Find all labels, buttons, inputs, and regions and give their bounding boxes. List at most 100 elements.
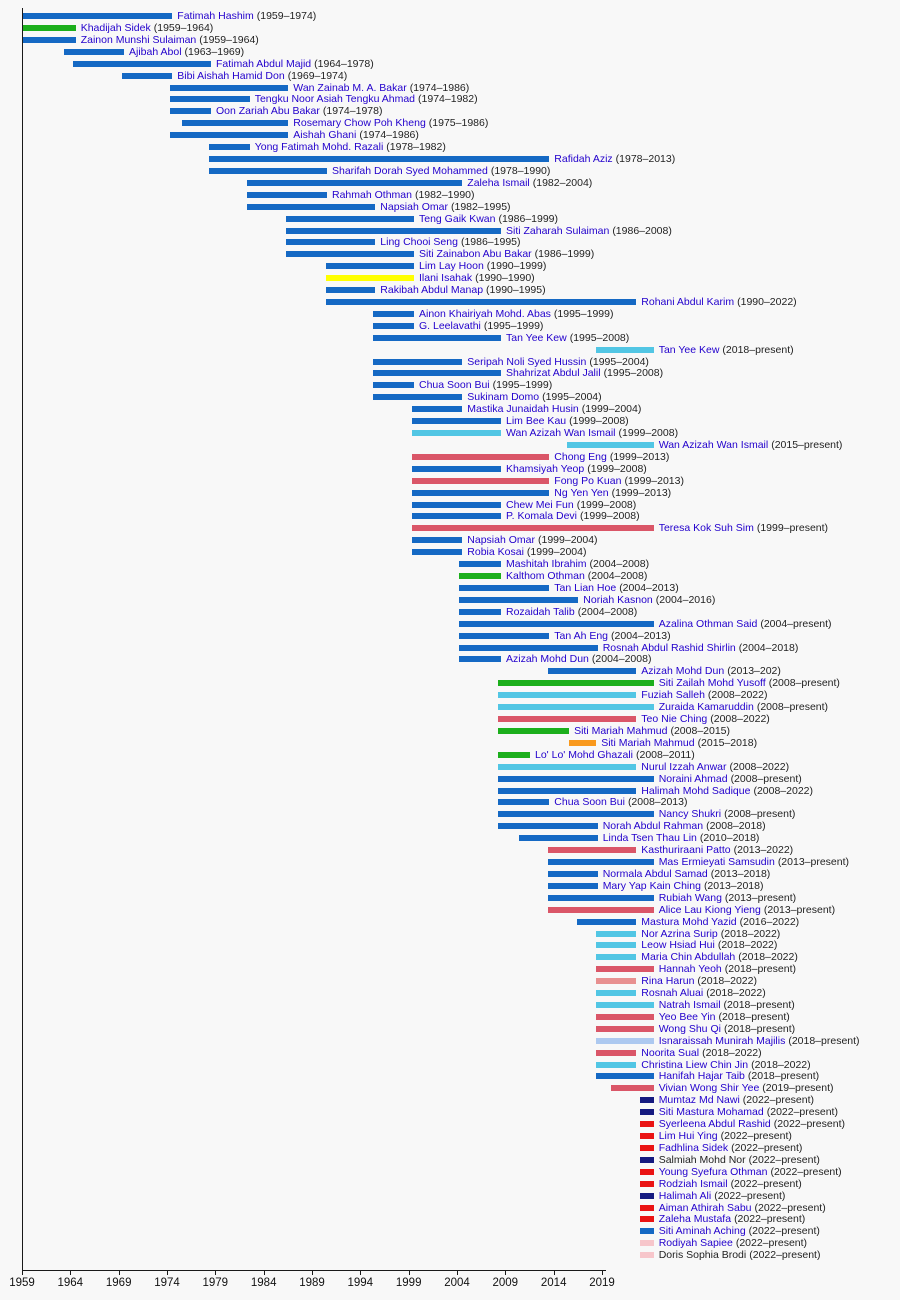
mp-name-link[interactable]: Rosnah Aluai bbox=[641, 987, 704, 999]
mp-name-link[interactable]: Zuraida Kamaruddin bbox=[658, 701, 754, 714]
mp-name-link[interactable]: Lim Lay Hoon bbox=[419, 260, 484, 273]
mp-name-link[interactable]: Lim Bee Kau bbox=[506, 415, 567, 428]
mp-name-link[interactable]: Kasthuriraani Patto bbox=[641, 844, 731, 856]
mp-name-link[interactable]: Lo' Lo' Mohd Ghazali bbox=[535, 748, 633, 761]
mp-name-link[interactable]: Noraini Ahmad bbox=[658, 772, 728, 785]
mp-name-link[interactable]: Siti Aminah Aching bbox=[658, 1225, 746, 1238]
mp-name-link[interactable]: Wan Azizah Wan Ismail bbox=[658, 438, 769, 451]
mp-name-link[interactable]: Wong Shu Qi bbox=[658, 1022, 721, 1035]
mp-name-link[interactable]: Hannah Yeoh bbox=[658, 963, 722, 976]
mp-name-link[interactable]: Siti Mariah Mahmud bbox=[574, 724, 668, 737]
mp-name-link[interactable]: Siti Zailah Mohd Yusoff bbox=[658, 677, 766, 690]
mp-name-link[interactable]: Fong Po Kuan bbox=[554, 474, 622, 487]
mp-name-link[interactable]: Ainon Khairiyah Mohd. Abas bbox=[419, 307, 551, 320]
mp-name-link[interactable]: Rodiyah Sapiee bbox=[658, 1237, 733, 1250]
mp-name-link[interactable]: Khamsiyah Yeop bbox=[506, 462, 585, 475]
mp-name-link[interactable]: Natrah Ismail bbox=[658, 998, 721, 1011]
mp-name-link[interactable]: Chew Mei Fun bbox=[506, 498, 574, 511]
mp-name-link[interactable]: Rahmah Othman bbox=[332, 188, 412, 201]
mp-name-link[interactable]: Napsiah Omar bbox=[380, 200, 448, 213]
mp-name-link[interactable]: Sukinam Domo bbox=[467, 391, 540, 404]
mp-name-link[interactable]: Vivian Wong Shir Yee bbox=[658, 1082, 760, 1095]
mp-name-link[interactable]: Linda Tsen Thau Lin bbox=[602, 832, 697, 845]
mp-name-link[interactable]: Tan Lian Hoe bbox=[554, 581, 617, 594]
mp-name-link[interactable]: Tan Yee Kew bbox=[658, 343, 720, 356]
mp-name-link[interactable]: Ling Chooi Seng bbox=[380, 236, 458, 249]
mp-name-link[interactable]: Teng Gaik Kwan bbox=[419, 212, 496, 225]
mp-name-link[interactable]: Mastura Mohd Yazid bbox=[641, 915, 737, 928]
mp-name-link[interactable]: Sharifah Dorah Syed Mohammed bbox=[332, 164, 488, 177]
mp-name-link[interactable]: Hanifah Hajar Taib bbox=[658, 1070, 745, 1083]
mp-name-link[interactable]: Rodziah Ismail bbox=[658, 1177, 728, 1190]
mp-name-link[interactable]: Chong Eng bbox=[554, 450, 607, 463]
mp-name-link[interactable]: Zaleha Ismail bbox=[467, 176, 530, 189]
mp-name-link[interactable]: Aishah Ghani bbox=[293, 129, 357, 142]
mp-name-link[interactable]: Isnaraissah Munirah Majilis bbox=[658, 1034, 786, 1047]
mp-name-link[interactable]: Teresa Kok Suh Sim bbox=[658, 522, 754, 535]
mp-name-link[interactable]: Mary Yap Kain Ching bbox=[602, 879, 701, 892]
mp-name-link[interactable]: Ng Yen Yen bbox=[554, 486, 609, 499]
mp-name-link[interactable]: Nancy Shukri bbox=[658, 808, 722, 821]
mp-name-link[interactable]: Oon Zariah Abu Bakar bbox=[216, 105, 320, 118]
mp-name-link[interactable]: Seripah Noli Syed Hussin bbox=[467, 355, 587, 368]
mp-name-link[interactable]: Halimah Ali bbox=[658, 1189, 712, 1202]
mp-name-link[interactable]: Siti Mariah Mahmud bbox=[601, 736, 695, 749]
mp-name-link[interactable]: Ilani Isahak bbox=[419, 272, 473, 285]
mp-name-link[interactable]: Rubiah Wang bbox=[658, 891, 722, 904]
mp-name-link[interactable]: Tengku Noor Asiah Tengku Ahmad bbox=[254, 93, 416, 106]
mp-name-link[interactable]: Bibi Aishah Hamid Don bbox=[177, 69, 285, 82]
mp-name-link[interactable]: Zainon Munshi Sulaiman bbox=[80, 33, 197, 46]
mp-name-link[interactable]: Napsiah Omar bbox=[467, 534, 535, 547]
mp-name-link[interactable]: Robia Kosai bbox=[467, 546, 524, 559]
mp-name-link[interactable]: Rafidah Aziz bbox=[554, 153, 613, 165]
mp-name-link[interactable]: Rozaidah Talib bbox=[506, 605, 575, 618]
mp-name-link[interactable]: Noriah Kasnon bbox=[583, 593, 653, 606]
mp-name-link[interactable]: Fatimah Hashim bbox=[177, 10, 254, 22]
mp-name-link[interactable]: G. Leelavathi bbox=[419, 319, 481, 332]
mp-name-link[interactable]: Rosnah Abdul Rashid Shirlin bbox=[602, 641, 736, 654]
mp-name-link[interactable]: Chua Soon Bui bbox=[419, 379, 490, 392]
mp-name-link[interactable]: Rohani Abdul Karim bbox=[641, 296, 735, 308]
mp-name-link[interactable]: Norah Abdul Rahman bbox=[602, 820, 704, 833]
mp-name-link[interactable]: Rakibah Abdul Manap bbox=[380, 284, 484, 296]
mp-name-link[interactable]: Yong Fatimah Mohd. Razali bbox=[254, 141, 384, 154]
mp-name-link[interactable]: Mashitah Ibrahim bbox=[506, 558, 587, 571]
mp-name-link[interactable]: Siti Zaharah Sulaiman bbox=[506, 224, 610, 237]
mp-name-link[interactable]: Young Syefura Othman bbox=[658, 1165, 768, 1178]
mp-name-link[interactable]: Azizah Mohd Dun bbox=[641, 665, 725, 678]
mp-name-link[interactable]: Teo Nie Ching bbox=[641, 713, 708, 725]
mp-name-link[interactable]: Fadhlina Sidek bbox=[658, 1141, 729, 1154]
mp-name-link[interactable]: Kalthom Othman bbox=[506, 570, 585, 582]
mp-name-link[interactable]: Christina Liew Chin Jin bbox=[641, 1058, 749, 1071]
mp-name-link[interactable]: Chua Soon Bui bbox=[554, 796, 625, 809]
mp-name-link[interactable]: Yeo Bee Yin bbox=[658, 1010, 716, 1023]
mp-name-link[interactable]: Nor Azrina Surip bbox=[641, 927, 718, 940]
mp-name-link[interactable]: Siti Zainabon Abu Bakar bbox=[419, 248, 532, 261]
mp-name-link[interactable]: Maria Chin Abdullah bbox=[641, 951, 736, 964]
mp-name-link[interactable]: Wan Azizah Wan Ismail bbox=[506, 427, 616, 439]
mp-name-link[interactable]: Nurul Izzah Anwar bbox=[641, 760, 727, 773]
mp-name-link[interactable]: Rina Harun bbox=[641, 975, 695, 988]
mp-name-link[interactable]: Aiman Athirah Sabu bbox=[658, 1201, 752, 1214]
mp-name-link[interactable]: Fatimah Abdul Majid bbox=[216, 57, 312, 70]
mp-name-link[interactable]: Mas Ermieyati Samsudin bbox=[658, 856, 775, 868]
mp-name-link[interactable]: Shahrizat Abdul Jalil bbox=[506, 367, 601, 380]
mp-name-link[interactable]: P. Komala Devi bbox=[506, 510, 578, 523]
mp-name-link[interactable]: Azizah Mohd Dun bbox=[506, 653, 589, 666]
mp-name-link[interactable]: Fuziah Salleh bbox=[641, 689, 705, 702]
mp-name-link[interactable]: Noorita Sual bbox=[641, 1046, 700, 1059]
mp-name-link[interactable]: Alice Lau Kiong Yieng bbox=[658, 903, 761, 916]
mp-name-link[interactable]: Leow Hsiad Hui bbox=[641, 939, 715, 952]
mp-name-link[interactable]: Ajibah Abol bbox=[129, 45, 182, 58]
mp-name-link[interactable]: Tan Yee Kew bbox=[506, 331, 567, 344]
mp-name-link[interactable]: Siti Mastura Mohamad bbox=[658, 1106, 764, 1119]
mp-name-link[interactable]: Khadijah Sidek bbox=[80, 21, 151, 34]
mp-name-link[interactable]: Mumtaz Md Nawi bbox=[658, 1094, 740, 1107]
mp-name-link[interactable]: Lim Hui Ying bbox=[658, 1130, 718, 1142]
mp-name-link[interactable]: Tan Ah Eng bbox=[554, 629, 609, 642]
mp-name-link[interactable]: Azalina Othman Said bbox=[658, 617, 758, 630]
mp-name-link[interactable]: Rosemary Chow Poh Kheng bbox=[293, 117, 426, 130]
mp-name-link[interactable]: Syerleena Abdul Rashid bbox=[658, 1118, 771, 1131]
mp-name-link[interactable]: Zaleha Mustafa bbox=[658, 1213, 732, 1226]
mp-name-link[interactable]: Wan Zainab M. A. Bakar bbox=[293, 81, 407, 94]
